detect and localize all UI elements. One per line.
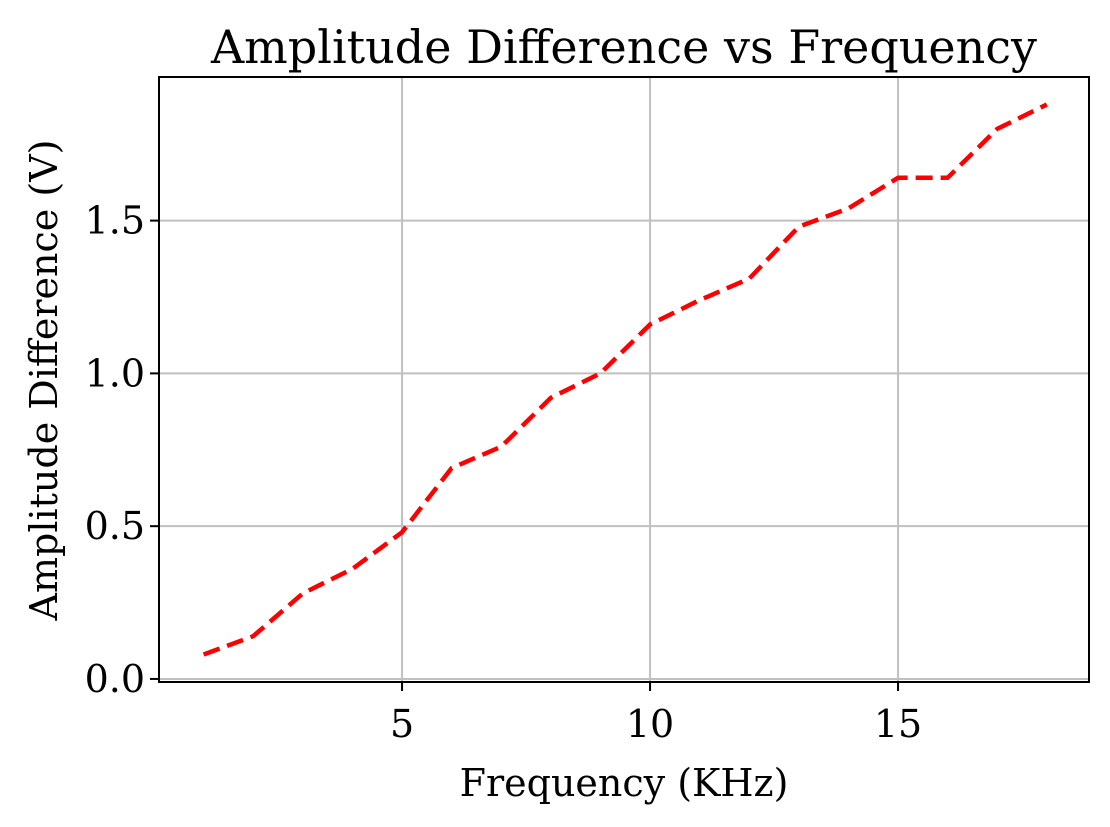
tick-layer: 5 10 15 0.0 0.5 1.0 1.5 [85,199,923,746]
y-tick-label: 1.0 [85,351,145,395]
x-tick-label: 15 [874,702,922,746]
series-line [202,102,1048,657]
x-axis-label: Frequency (KHz) [460,761,789,805]
line-layer [202,102,1048,657]
y-tick-label: 0.0 [85,657,145,701]
plot-area-frame [158,76,1090,683]
y-tick-label: 0.5 [85,504,145,548]
chart-title: Amplitude Difference vs Frequency [210,20,1037,74]
y-tick-label: 1.5 [85,199,145,243]
y-axis-label: Amplitude Difference (V) [22,140,66,622]
x-tick-label: 5 [390,702,414,746]
x-tick-label: 10 [626,702,674,746]
